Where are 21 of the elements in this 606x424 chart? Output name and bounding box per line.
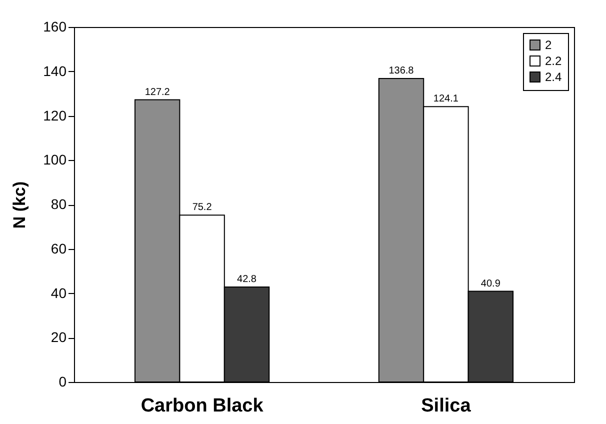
legend-label: 2.4 bbox=[545, 70, 562, 84]
data-label: 124.1 bbox=[433, 94, 459, 105]
y-tick-label: 40 bbox=[50, 284, 67, 301]
y-tick-label: 60 bbox=[50, 240, 67, 256]
y-tick-label: 20 bbox=[50, 329, 67, 346]
data-label: 75.2 bbox=[192, 202, 212, 214]
data-label: 40.9 bbox=[480, 278, 501, 290]
y-tick-label: 120 bbox=[43, 107, 67, 124]
y-tick-label: 160 bbox=[43, 18, 67, 34]
y-tick-label: 80 bbox=[50, 196, 67, 212]
data-label: 136.8 bbox=[388, 65, 414, 76]
y-axis-title: N (kc) bbox=[10, 181, 30, 229]
data-label: 127.2 bbox=[144, 86, 170, 98]
data-label: 42.8 bbox=[237, 274, 257, 286]
legend-label: 2 bbox=[545, 38, 552, 52]
y-tick-label: 140 bbox=[43, 62, 67, 79]
y-tick-label: 100 bbox=[43, 152, 67, 168]
y-tick-label: 0 bbox=[58, 374, 67, 390]
x-tick-label: Carbon Black bbox=[140, 396, 264, 416]
legend-label: 2.2 bbox=[545, 54, 562, 68]
x-tick-label: Silica bbox=[421, 396, 472, 416]
